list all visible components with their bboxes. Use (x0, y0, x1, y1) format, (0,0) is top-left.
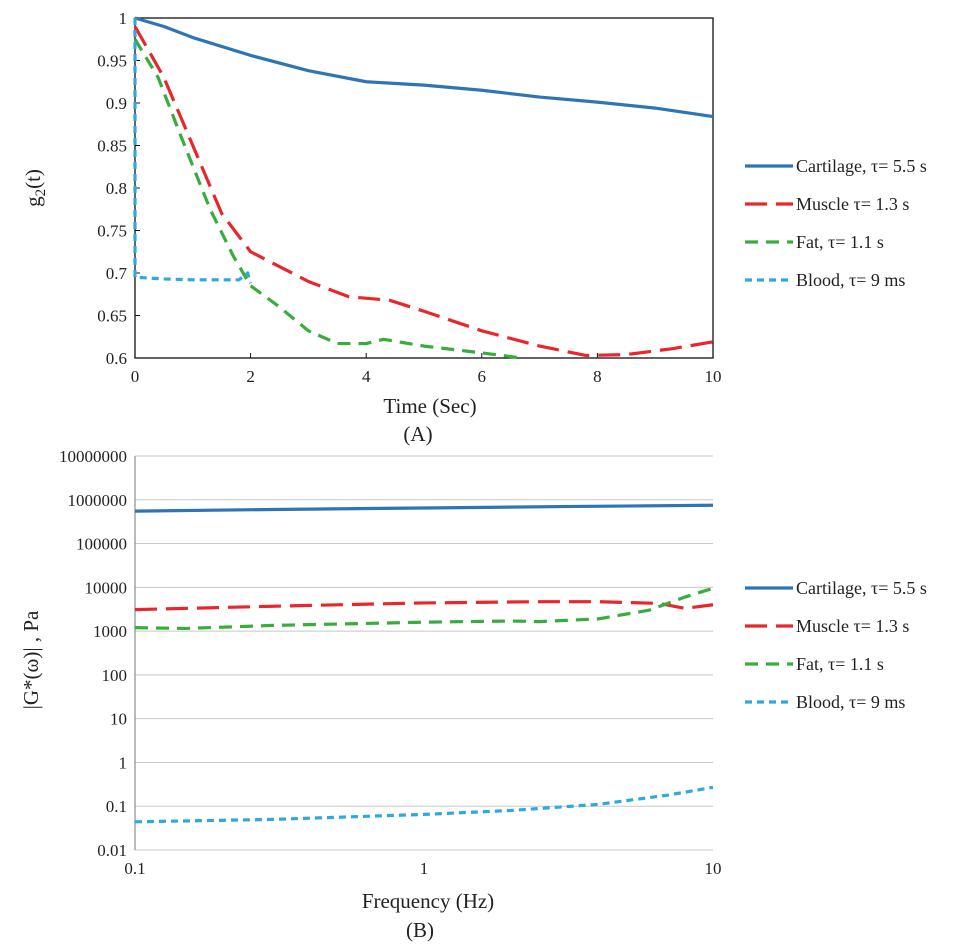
panel-a-legend: Cartilage, τ= 5.5 s Muscle τ= 1.3 s Fat, τ… (745, 156, 927, 290)
panel-a-ylabel-tail: (t) (21, 169, 45, 189)
panel-a-y-tick-label: 0.8 (106, 179, 127, 198)
panel-b-y-tick-label: 100000 (76, 535, 127, 554)
panel-b-y-tick-label: 1 (119, 753, 128, 772)
panel-a-y-tick-label: 0.75 (97, 222, 127, 241)
panel-b-y-tick-label: 1000 (93, 622, 127, 641)
panel-a-ylabel-main: g (21, 196, 45, 207)
panel-a-y-tick-label: 1 (119, 9, 128, 28)
panel-b-series (134, 503, 714, 824)
panel-a-x-tick-label: 0 (131, 367, 140, 386)
panel-a-chart: 0 2 4 6 8 100.60.650.70.750.80.850.90.951 g2(… (21, 9, 927, 446)
panel-a-y-tick-label: 0.65 (97, 307, 127, 326)
panel-a-legend-label-0: Cartilage, τ= 5.5 s (796, 156, 927, 176)
panel-b-ylabel: |G*(ω)| , Pa (19, 610, 43, 709)
panel-a-x-tick-label: 10 (705, 367, 722, 386)
panel-a-xlabel: Time (Sec) (383, 394, 476, 418)
panel-b-x-tick-label: 0.1 (124, 859, 145, 878)
panel-b-y-tick-label: 0.1 (106, 797, 127, 816)
panel-a-legend-label-2: Fat, τ= 1.1 s (796, 232, 884, 252)
panel-a-series-line-3 (133, 18, 253, 284)
panel-b-series-line-0 (134, 503, 714, 513)
panel-a-legend-label-3: Blood, τ= 9 ms (796, 270, 905, 290)
panel-a-ylabel: g2(t) (21, 169, 49, 207)
panel-a-series-line-2 (133, 38, 523, 360)
panel-b-xlabel: Frequency (Hz) (362, 889, 494, 913)
panel-a-ylabel-sub: 2 (33, 189, 49, 197)
panel-b-series-line-1 (134, 600, 714, 612)
panel-b-legend-label-0: Cartilage, τ= 5.5 s (796, 578, 927, 598)
panel-a-x-tick-label: 2 (246, 367, 255, 386)
panel-a-x-tick-label: 6 (478, 367, 487, 386)
panel-b-y-tick-label: 10000 (85, 578, 128, 597)
panel-a-y-tick-label: 0.6 (106, 349, 127, 368)
panel-b-legend-label-2: Fat, τ= 1.1 s (796, 654, 884, 674)
panel-a-series (133, 16, 714, 360)
panel-b-y-tick-label: 100 (102, 666, 128, 685)
panel-b-legend: Cartilage, τ= 5.5 s Muscle τ= 1.3 s Fat, τ… (745, 578, 927, 712)
panel-a-y-tick-label: 0.9 (106, 94, 127, 113)
panel-a-y-tick-label: 0.7 (106, 264, 128, 283)
panel-a-legend-label-1: Muscle τ= 1.3 s (796, 194, 909, 214)
panel-a-series-line-0 (134, 16, 714, 119)
panel-b-series-line-3 (134, 785, 714, 824)
panel-a-ticks: 0 2 4 6 8 10 0.6 0.65 0.7 0.75 0.8 0.85 0.9 0.95 1 (97, 9, 721, 386)
panel-a-y-tick-label: 0.95 (97, 52, 127, 71)
panel-b-plot-area (135, 456, 713, 850)
panel-b-chart: 0.1 1 100.010.1110100100010000100000100000… (19, 447, 927, 942)
panel-b-legend-label-3: Blood, τ= 9 ms (796, 692, 905, 712)
panel-b-y-tick-label: 10 (110, 710, 127, 729)
panel-b-grid (134, 455, 713, 851)
panel-a-x-tick-label: 4 (362, 367, 371, 386)
panel-a-label: (A) (403, 422, 432, 446)
panel-a-y-tick-label: 0.85 (97, 137, 127, 156)
panel-b-legend-label-1: Muscle τ= 1.3 s (796, 616, 909, 636)
panel-a-plot-area (134, 17, 714, 359)
panel-b-x-tick-label: 10 (705, 859, 722, 878)
panel-b-x-tick-label: 1 (420, 859, 429, 878)
panel-b-ticks: 0.1 1 100.010.1110100100010000100000100000… (59, 447, 722, 878)
panel-b-series-line-2 (134, 586, 714, 631)
panel-b-y-tick-label: 1000000 (68, 491, 128, 510)
panel-a-x-tick-label: 8 (593, 367, 602, 386)
panel-b-y-tick-label: 0.01 (97, 841, 127, 860)
panel-b-label: (B) (406, 918, 434, 942)
panel-b-y-tick-label: 10000000 (59, 447, 127, 466)
panel-a-series-line-1 (133, 25, 714, 358)
